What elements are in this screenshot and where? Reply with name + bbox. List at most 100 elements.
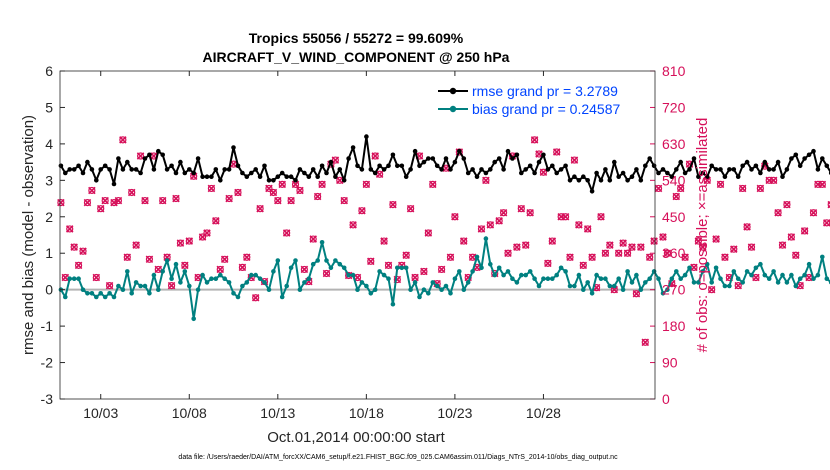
obs-count-point bbox=[83, 198, 92, 207]
bias-point bbox=[682, 272, 688, 278]
rmse-point bbox=[310, 167, 316, 172]
bias-point bbox=[218, 272, 223, 278]
rmse-point bbox=[187, 167, 192, 172]
obs-count-point bbox=[313, 192, 322, 201]
obs-assimilated-marker bbox=[322, 269, 331, 278]
bias-point bbox=[660, 291, 666, 296]
rmse-point bbox=[275, 174, 281, 179]
obs-count-point bbox=[331, 156, 340, 164]
bias-point bbox=[514, 280, 520, 285]
rmse-point bbox=[581, 174, 586, 179]
obs-assimilated-marker bbox=[256, 204, 264, 213]
obs-assimilated-marker bbox=[251, 293, 260, 302]
rmse-point bbox=[244, 174, 250, 179]
rmse-point bbox=[643, 163, 648, 169]
obs-assimilated-marker bbox=[623, 249, 632, 257]
obs-assimilated-marker bbox=[61, 273, 70, 282]
bias-point bbox=[651, 269, 657, 274]
bias-point bbox=[762, 272, 768, 278]
bias-point bbox=[669, 276, 675, 282]
bias-point bbox=[257, 276, 263, 282]
bias-point bbox=[501, 272, 506, 278]
rmse-point bbox=[545, 167, 551, 172]
obs-possible-marker bbox=[274, 196, 282, 205]
obs-count-point bbox=[756, 184, 765, 193]
rmse-point bbox=[674, 167, 679, 172]
obs-assimilated-marker bbox=[468, 253, 477, 262]
obs-possible-marker bbox=[358, 207, 366, 215]
rmse-point bbox=[479, 167, 484, 172]
obs-assimilated-marker bbox=[428, 180, 437, 189]
obs-possible-marker bbox=[677, 184, 685, 193]
obs-assimilated-marker bbox=[287, 196, 295, 205]
obs-assimilated-marker bbox=[827, 200, 830, 209]
obs-possible-marker bbox=[114, 196, 123, 205]
obs-assimilated-marker bbox=[459, 237, 468, 245]
bias-point bbox=[585, 280, 590, 285]
obs-count-point bbox=[172, 194, 180, 203]
obs-count-point bbox=[787, 233, 796, 241]
obs-assimilated-marker bbox=[446, 253, 455, 262]
obs-assimilated-marker bbox=[340, 196, 348, 205]
obs-count-point bbox=[619, 239, 627, 247]
obs-count-point bbox=[167, 281, 176, 290]
rmse-point bbox=[412, 148, 418, 154]
bias-point bbox=[231, 291, 236, 296]
obs-assimilated-marker bbox=[619, 239, 627, 247]
obs-count-point bbox=[269, 188, 278, 197]
rmse-point bbox=[744, 159, 750, 165]
obs-possible-marker bbox=[88, 186, 96, 195]
obs-assimilated-marker bbox=[172, 194, 180, 203]
obs-possible-marker bbox=[712, 235, 720, 243]
obs-possible-marker bbox=[681, 253, 689, 261]
obs-assimilated-marker bbox=[145, 255, 154, 264]
obs-possible-marker bbox=[198, 233, 207, 241]
obs-count-point bbox=[300, 265, 309, 274]
obs-assimilated-marker bbox=[703, 176, 712, 185]
bias-point bbox=[488, 261, 493, 267]
rmse-point bbox=[67, 167, 72, 172]
obs-assimilated-marker bbox=[588, 253, 596, 262]
bias-point bbox=[465, 280, 471, 285]
obs-count-point bbox=[809, 208, 818, 217]
bias-point bbox=[102, 294, 108, 300]
obs-count-point bbox=[778, 241, 787, 249]
x-axis-ticks: 10/03 10/08 10/13 10/18 10/23 10/28 bbox=[83, 71, 561, 421]
bias-point bbox=[434, 283, 440, 289]
obs-count-point bbox=[614, 249, 623, 257]
bias-point bbox=[780, 272, 785, 278]
obs-assimilated-marker bbox=[552, 148, 561, 156]
rmse-point bbox=[195, 156, 201, 161]
bias-point bbox=[665, 287, 670, 293]
obs-count-point bbox=[424, 229, 433, 237]
obs-possible-marker bbox=[424, 229, 432, 237]
obs-count-point bbox=[371, 152, 379, 160]
rmse-point bbox=[94, 178, 99, 183]
obs-count-point bbox=[783, 200, 791, 209]
rmse-point bbox=[129, 167, 134, 172]
bias-point bbox=[802, 272, 807, 278]
obs-assimilated-marker bbox=[707, 285, 716, 294]
rmse-point bbox=[620, 170, 626, 176]
bias-point bbox=[240, 283, 245, 289]
rmse-point bbox=[718, 167, 723, 172]
rmse-point bbox=[678, 159, 683, 165]
rmse-point bbox=[71, 167, 77, 172]
bias-point bbox=[249, 272, 254, 278]
rmse-point bbox=[133, 167, 139, 172]
obs-count-point bbox=[349, 221, 357, 229]
rmse-point bbox=[359, 167, 365, 172]
obs-possible-marker bbox=[606, 241, 614, 249]
obs-count-point bbox=[588, 253, 596, 262]
obs-possible-marker bbox=[801, 227, 809, 235]
obs-count-point bbox=[251, 293, 260, 302]
obs-assimilated-marker bbox=[167, 281, 176, 290]
obs-possible-marker bbox=[119, 136, 127, 144]
bias-point bbox=[204, 280, 210, 285]
obs-count-point bbox=[721, 253, 729, 262]
bias-point bbox=[337, 261, 343, 267]
legend-bias-marker bbox=[449, 105, 457, 113]
obs-assimilated-marker bbox=[579, 261, 588, 270]
rmse-point bbox=[465, 170, 471, 176]
y-axis-left-label: rmse and bias (model - observation) bbox=[20, 115, 37, 355]
